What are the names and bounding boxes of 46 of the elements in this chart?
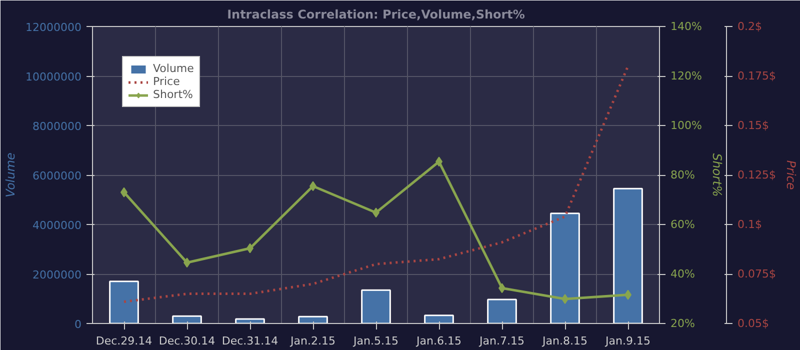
- y-tick-label: 2000000: [32, 268, 82, 282]
- y3-tick-label: 0.125$: [738, 168, 776, 182]
- y3-tick-label: 0.075$: [738, 268, 776, 280]
- y2-axis-title: Short%: [710, 153, 724, 197]
- bar: [109, 280, 139, 324]
- bar: [424, 314, 454, 324]
- y-tick-label: 8000000: [32, 120, 82, 133]
- y3-tick-label: 0.05$: [738, 317, 769, 330]
- x-tick-label: Jan.6.15: [416, 334, 462, 348]
- x-tick-label: Dec.31.14: [222, 334, 278, 348]
- y3-tick-label: 0.2$: [738, 20, 762, 33]
- x-tick-label: Dec.30.14: [158, 334, 216, 348]
- x-tick-label: Jan.2.15: [290, 334, 336, 348]
- y-tick-label: 4000000: [32, 219, 82, 232]
- legend-label: Volume: [153, 62, 194, 75]
- legend-label: Short%: [153, 88, 193, 101]
- bar: [298, 316, 328, 324]
- x-tick-label: Jan.8.15: [542, 334, 588, 348]
- y2-tick-label: 20%: [670, 317, 695, 330]
- y-tick-label: 0: [74, 318, 82, 331]
- y3-axis-title: Price: [784, 160, 798, 190]
- bar: [361, 289, 391, 324]
- y2-tick-label: 120%: [670, 70, 702, 82]
- y-tick-label: 12000000: [26, 21, 82, 34]
- y-tick-label: 6000000: [32, 170, 82, 182]
- x-tick-label: Jan.9.15: [604, 334, 650, 348]
- y3-tick-label: 0.1$: [738, 218, 762, 231]
- bar: [487, 298, 517, 324]
- line-series: [122, 64, 630, 303]
- chart-subtitle: Intraclass Correlation: Price,Volume,Short%: [227, 8, 525, 22]
- y2-tick-label: 60%: [670, 218, 695, 231]
- bar: [550, 212, 580, 324]
- x-tick-label: Jan.7.15: [478, 334, 524, 348]
- y2-tick-label: 100%: [670, 119, 702, 132]
- y-tick-label: 10000000: [26, 70, 82, 84]
- y-axis-title: Volume: [4, 152, 18, 198]
- y3-tick-label: 0.15$: [738, 119, 769, 132]
- y2-tick-label: 40%: [670, 268, 695, 280]
- bar: [613, 188, 643, 324]
- y2-tick-label: 80%: [670, 168, 695, 182]
- y2-tick-label: 140%: [670, 20, 702, 33]
- x-tick-label: Dec.29.14: [96, 334, 152, 348]
- y3-tick-label: 0.175$: [738, 70, 776, 82]
- bar: [172, 315, 202, 324]
- x-tick-label: Jan.5.15: [352, 334, 398, 348]
- legend-label: Price: [153, 75, 180, 88]
